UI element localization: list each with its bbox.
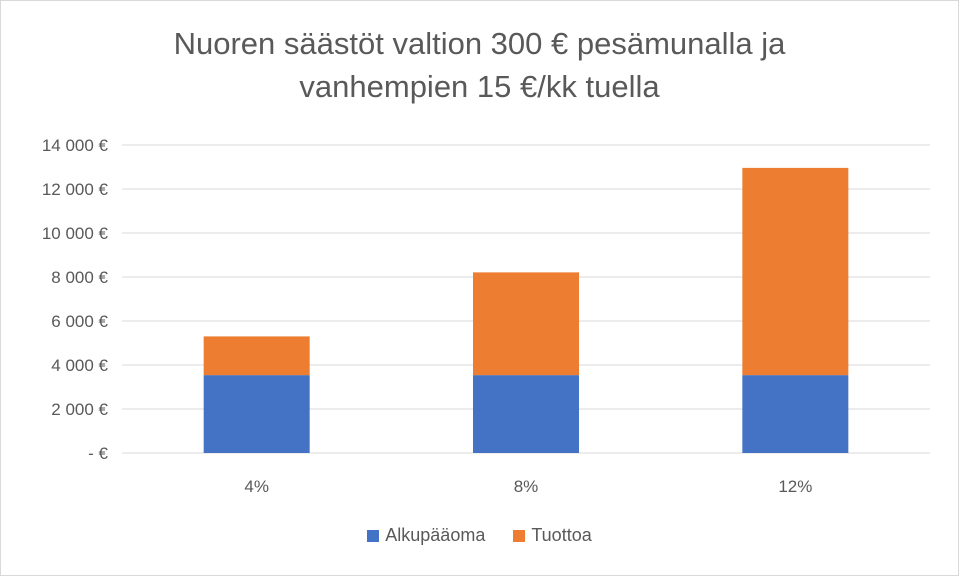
bar-alkupoma-1 bbox=[473, 375, 579, 453]
y-tick-label-14000: 14 000 € bbox=[42, 136, 109, 155]
bar-tuottoa-2 bbox=[742, 167, 849, 376]
legend-item-tuottoa: Tuottoa bbox=[513, 525, 592, 546]
y-tick-label-8000: 8 000 € bbox=[51, 268, 108, 287]
chart-legend: Alkupääoma Tuottoa bbox=[0, 525, 959, 546]
y-tick-label-12000: 12 000 € bbox=[42, 180, 109, 199]
bar-alkupoma-2 bbox=[742, 375, 849, 453]
y-tick-label-10000: 10 000 € bbox=[42, 224, 109, 243]
chart-title-line-1: Nuoren säästöt valtion 300 € pesämunalla… bbox=[173, 26, 786, 61]
x-tick-label-1: 8% bbox=[514, 477, 539, 496]
bar-alkupoma-0 bbox=[203, 375, 310, 453]
y-tick-label-4000: 4 000 € bbox=[51, 356, 108, 375]
x-tick-label-0: 4% bbox=[244, 477, 269, 496]
chart-title: Nuoren säästöt valtion 300 € pesämunalla… bbox=[0, 22, 959, 108]
legend-swatch-tuottoa bbox=[513, 529, 526, 542]
x-tick-label-2: 12% bbox=[778, 477, 812, 496]
legend-swatch-alkupaaoma bbox=[367, 529, 380, 542]
bar-tuottoa-1 bbox=[473, 272, 579, 376]
y-tick-label-2000: 2 000 € bbox=[51, 400, 108, 419]
bar-tuottoa-0 bbox=[203, 336, 310, 376]
chart-title-line-2: vanhempien 15 €/kk tuella bbox=[299, 69, 660, 104]
y-tick-label-6000: 6 000 € bbox=[51, 312, 108, 331]
y-tick-label-0: - € bbox=[88, 444, 108, 463]
legend-item-alkupaaoma: Alkupääoma bbox=[367, 525, 485, 546]
legend-label-alkupaaoma: Alkupääoma bbox=[385, 525, 486, 545]
legend-label-tuottoa: Tuottoa bbox=[531, 525, 592, 545]
